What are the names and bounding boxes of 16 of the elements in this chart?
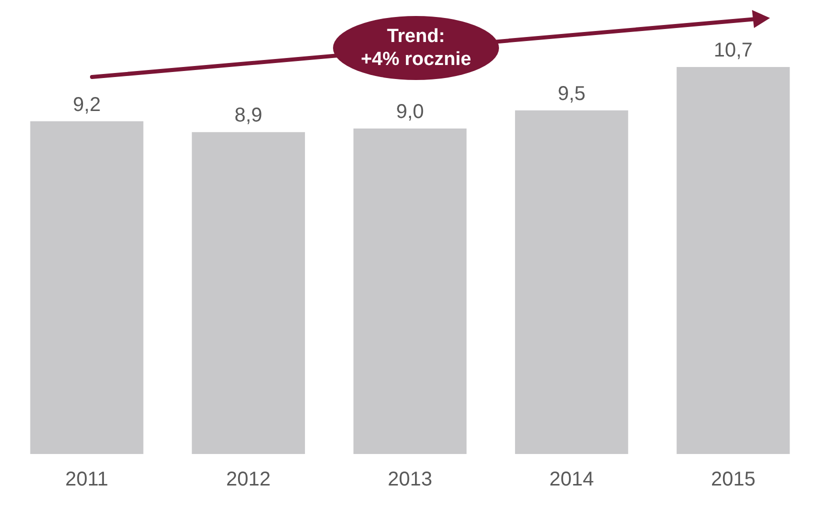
x-tick-label: 2012: [226, 468, 271, 491]
bar: [676, 67, 790, 454]
annotation: Trend: +4% rocznie: [360, 25, 472, 71]
data-label: 10,7: [714, 40, 753, 62]
x-tick-label: 2014: [549, 468, 594, 491]
bar: [515, 110, 628, 454]
x-tick-label: 2015: [710, 468, 756, 491]
data-label: 8,9: [234, 104, 262, 127]
bar: [30, 121, 144, 454]
bar: [192, 132, 305, 454]
x-tick-label: 2011: [65, 468, 108, 491]
data-label: 9,2: [72, 94, 101, 116]
data-label: 9,5: [558, 82, 586, 105]
data-label: 9,0: [396, 101, 424, 124]
bar: [353, 128, 467, 454]
x-tick-label: 2013: [388, 468, 432, 491]
